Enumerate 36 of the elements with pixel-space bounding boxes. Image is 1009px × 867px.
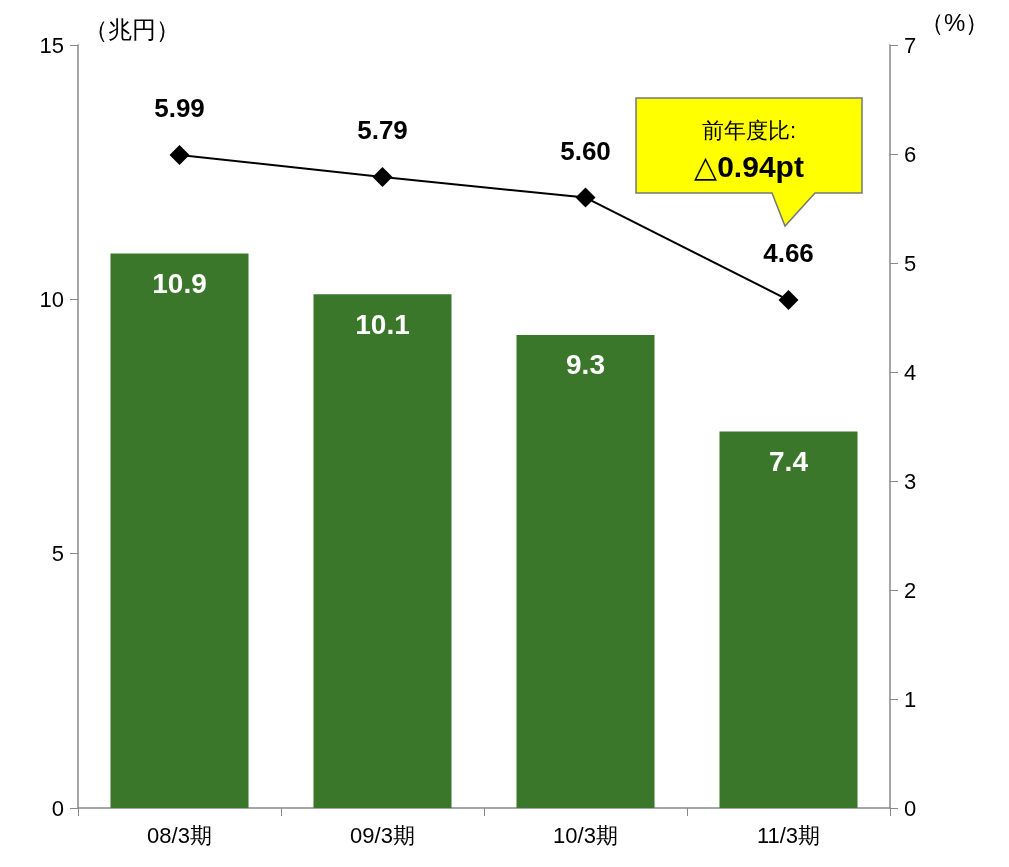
data-label: 5.99 [154,93,205,124]
x-tick-label: 09/3期 [350,822,415,848]
y-tick-label: 5 [51,541,64,567]
x-tick-label: 08/3期 [147,822,212,848]
annotation: 前年度比: [701,117,797,143]
y2-tick-label: 5 [904,250,917,276]
data-label: 4.66 [763,238,814,269]
y2-tick-label: 7 [904,32,917,58]
y-axis-title: （兆円） [84,15,180,43]
data-label: 10.1 [355,308,410,340]
bar [516,334,655,808]
annotation: △0.94pt [694,149,804,183]
point [778,290,799,311]
y2-tick-label: 0 [904,795,917,821]
y2-tick-label: 4 [904,359,917,385]
bar [313,294,452,808]
y2-tick-label: 6 [904,141,917,167]
y-tick-label: 0 [51,795,64,821]
x-tick-label: 11/3期 [756,822,821,848]
point [169,145,190,166]
y2-tick-label: 2 [904,577,917,603]
bar [719,431,858,808]
bar [110,253,249,808]
data-label: 5.60 [560,135,611,166]
data-label: 7.4 [769,446,809,478]
point [575,187,596,208]
y-tick-label: 15 [39,32,64,58]
y-tick-label: 10 [39,286,64,312]
y2-tick-label: 1 [904,686,917,712]
y2-tick-label: 3 [904,468,917,494]
x-tick-label: 10/3期 [553,822,618,848]
data-label: 10.9 [152,268,207,300]
y2-axis-title: （%） [920,8,990,36]
data-label: 5.79 [357,114,408,145]
point [372,166,393,187]
data-label: 9.3 [566,349,605,381]
